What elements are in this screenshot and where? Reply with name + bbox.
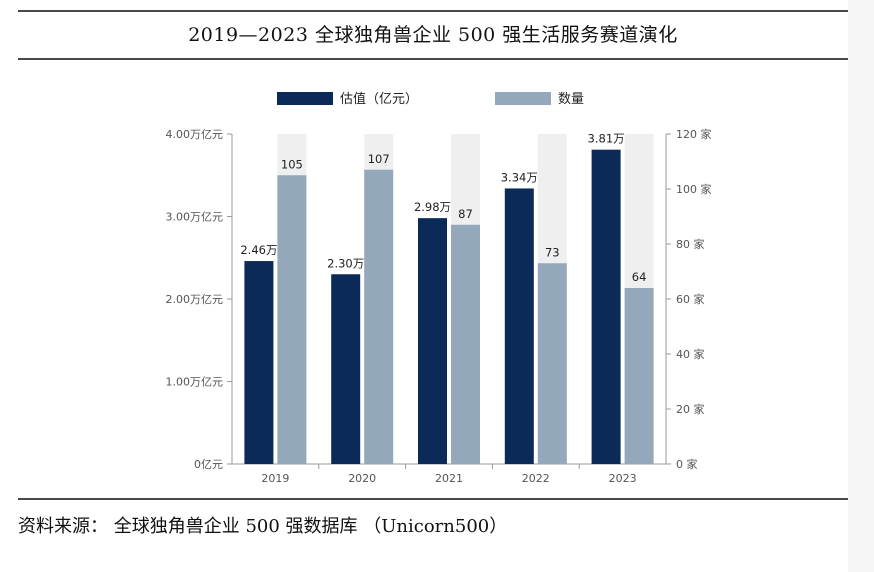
- data-label-valuation: 2.30万: [327, 256, 364, 270]
- right-tick-label: 40 家: [676, 347, 705, 361]
- data-label-count: 105: [281, 157, 303, 171]
- data-label-valuation: 3.34万: [501, 170, 538, 184]
- source-note: 资料来源： 全球独角兽企业 500 强数据库 （Unicorn500）: [18, 516, 508, 537]
- x-tick-label: 2020: [348, 472, 376, 485]
- top-rule: [18, 10, 848, 12]
- x-tick-label: 2023: [609, 472, 637, 485]
- right-tick-label: 100 家: [676, 182, 712, 196]
- bar-layer: [244, 149, 654, 465]
- right-tick-label: 60 家: [676, 292, 705, 306]
- bar-count: [537, 263, 567, 464]
- right-tick-label: 120 家: [676, 127, 712, 141]
- legend-swatch-valuation: [277, 92, 333, 105]
- axis-layer: 0亿元 1.00万亿元 2.00万亿元 3.00万亿元 4.00万亿元 0 家 20 家 40…: [166, 127, 712, 485]
- chart-title: 2019—2023 全球独角兽企业 500 强生活服务赛道演化: [188, 24, 678, 46]
- right-tick-label: 20 家: [676, 402, 705, 416]
- bar-valuation: [591, 149, 621, 465]
- left-tick-label: 3.00万亿元: [166, 211, 224, 224]
- left-tick-label: 1.00万亿元: [166, 376, 224, 389]
- bar-valuation: [244, 261, 274, 464]
- bar-count: [451, 224, 480, 464]
- legend-swatch-count: [495, 92, 551, 105]
- data-label-valuation: 2.98万: [414, 200, 451, 214]
- data-label-count: 73: [545, 245, 560, 259]
- data-label-count: 87: [458, 207, 473, 221]
- x-tick-label: 2021: [435, 472, 463, 485]
- data-label-valuation: 3.81万: [588, 132, 625, 146]
- bar-valuation: [418, 218, 447, 464]
- right-tick-label: 0 家: [676, 457, 698, 471]
- data-label-valuation: 2.46万: [240, 243, 277, 257]
- title-rule: [18, 58, 848, 60]
- right-tick-label: 80 家: [676, 237, 705, 251]
- legend: 估值（亿元） 数量: [277, 91, 584, 107]
- data-label-count: 64: [632, 270, 647, 284]
- bar-count: [277, 175, 307, 464]
- label-layer: 2.46万 105 2.30万 107 2.98万 87 3.34万 73 3.81万 64: [240, 132, 646, 284]
- bottom-rule: [18, 498, 848, 500]
- bar-valuation: [504, 188, 534, 464]
- bar-valuation: [331, 274, 361, 464]
- legend-label-count: 数量: [558, 92, 584, 107]
- left-tick-label: 4.00万亿元: [166, 128, 224, 141]
- data-label-count: 107: [368, 152, 390, 166]
- left-tick-label: 2.00万亿元: [166, 293, 224, 306]
- right-gutter: [848, 0, 874, 572]
- legend-label-valuation: 估值（亿元）: [340, 91, 418, 107]
- x-tick-label: 2022: [522, 472, 550, 485]
- x-tick-label: 2019: [261, 472, 289, 485]
- bar-count: [624, 288, 654, 464]
- bar-count: [364, 169, 394, 464]
- left-tick-label: 0亿元: [194, 458, 223, 471]
